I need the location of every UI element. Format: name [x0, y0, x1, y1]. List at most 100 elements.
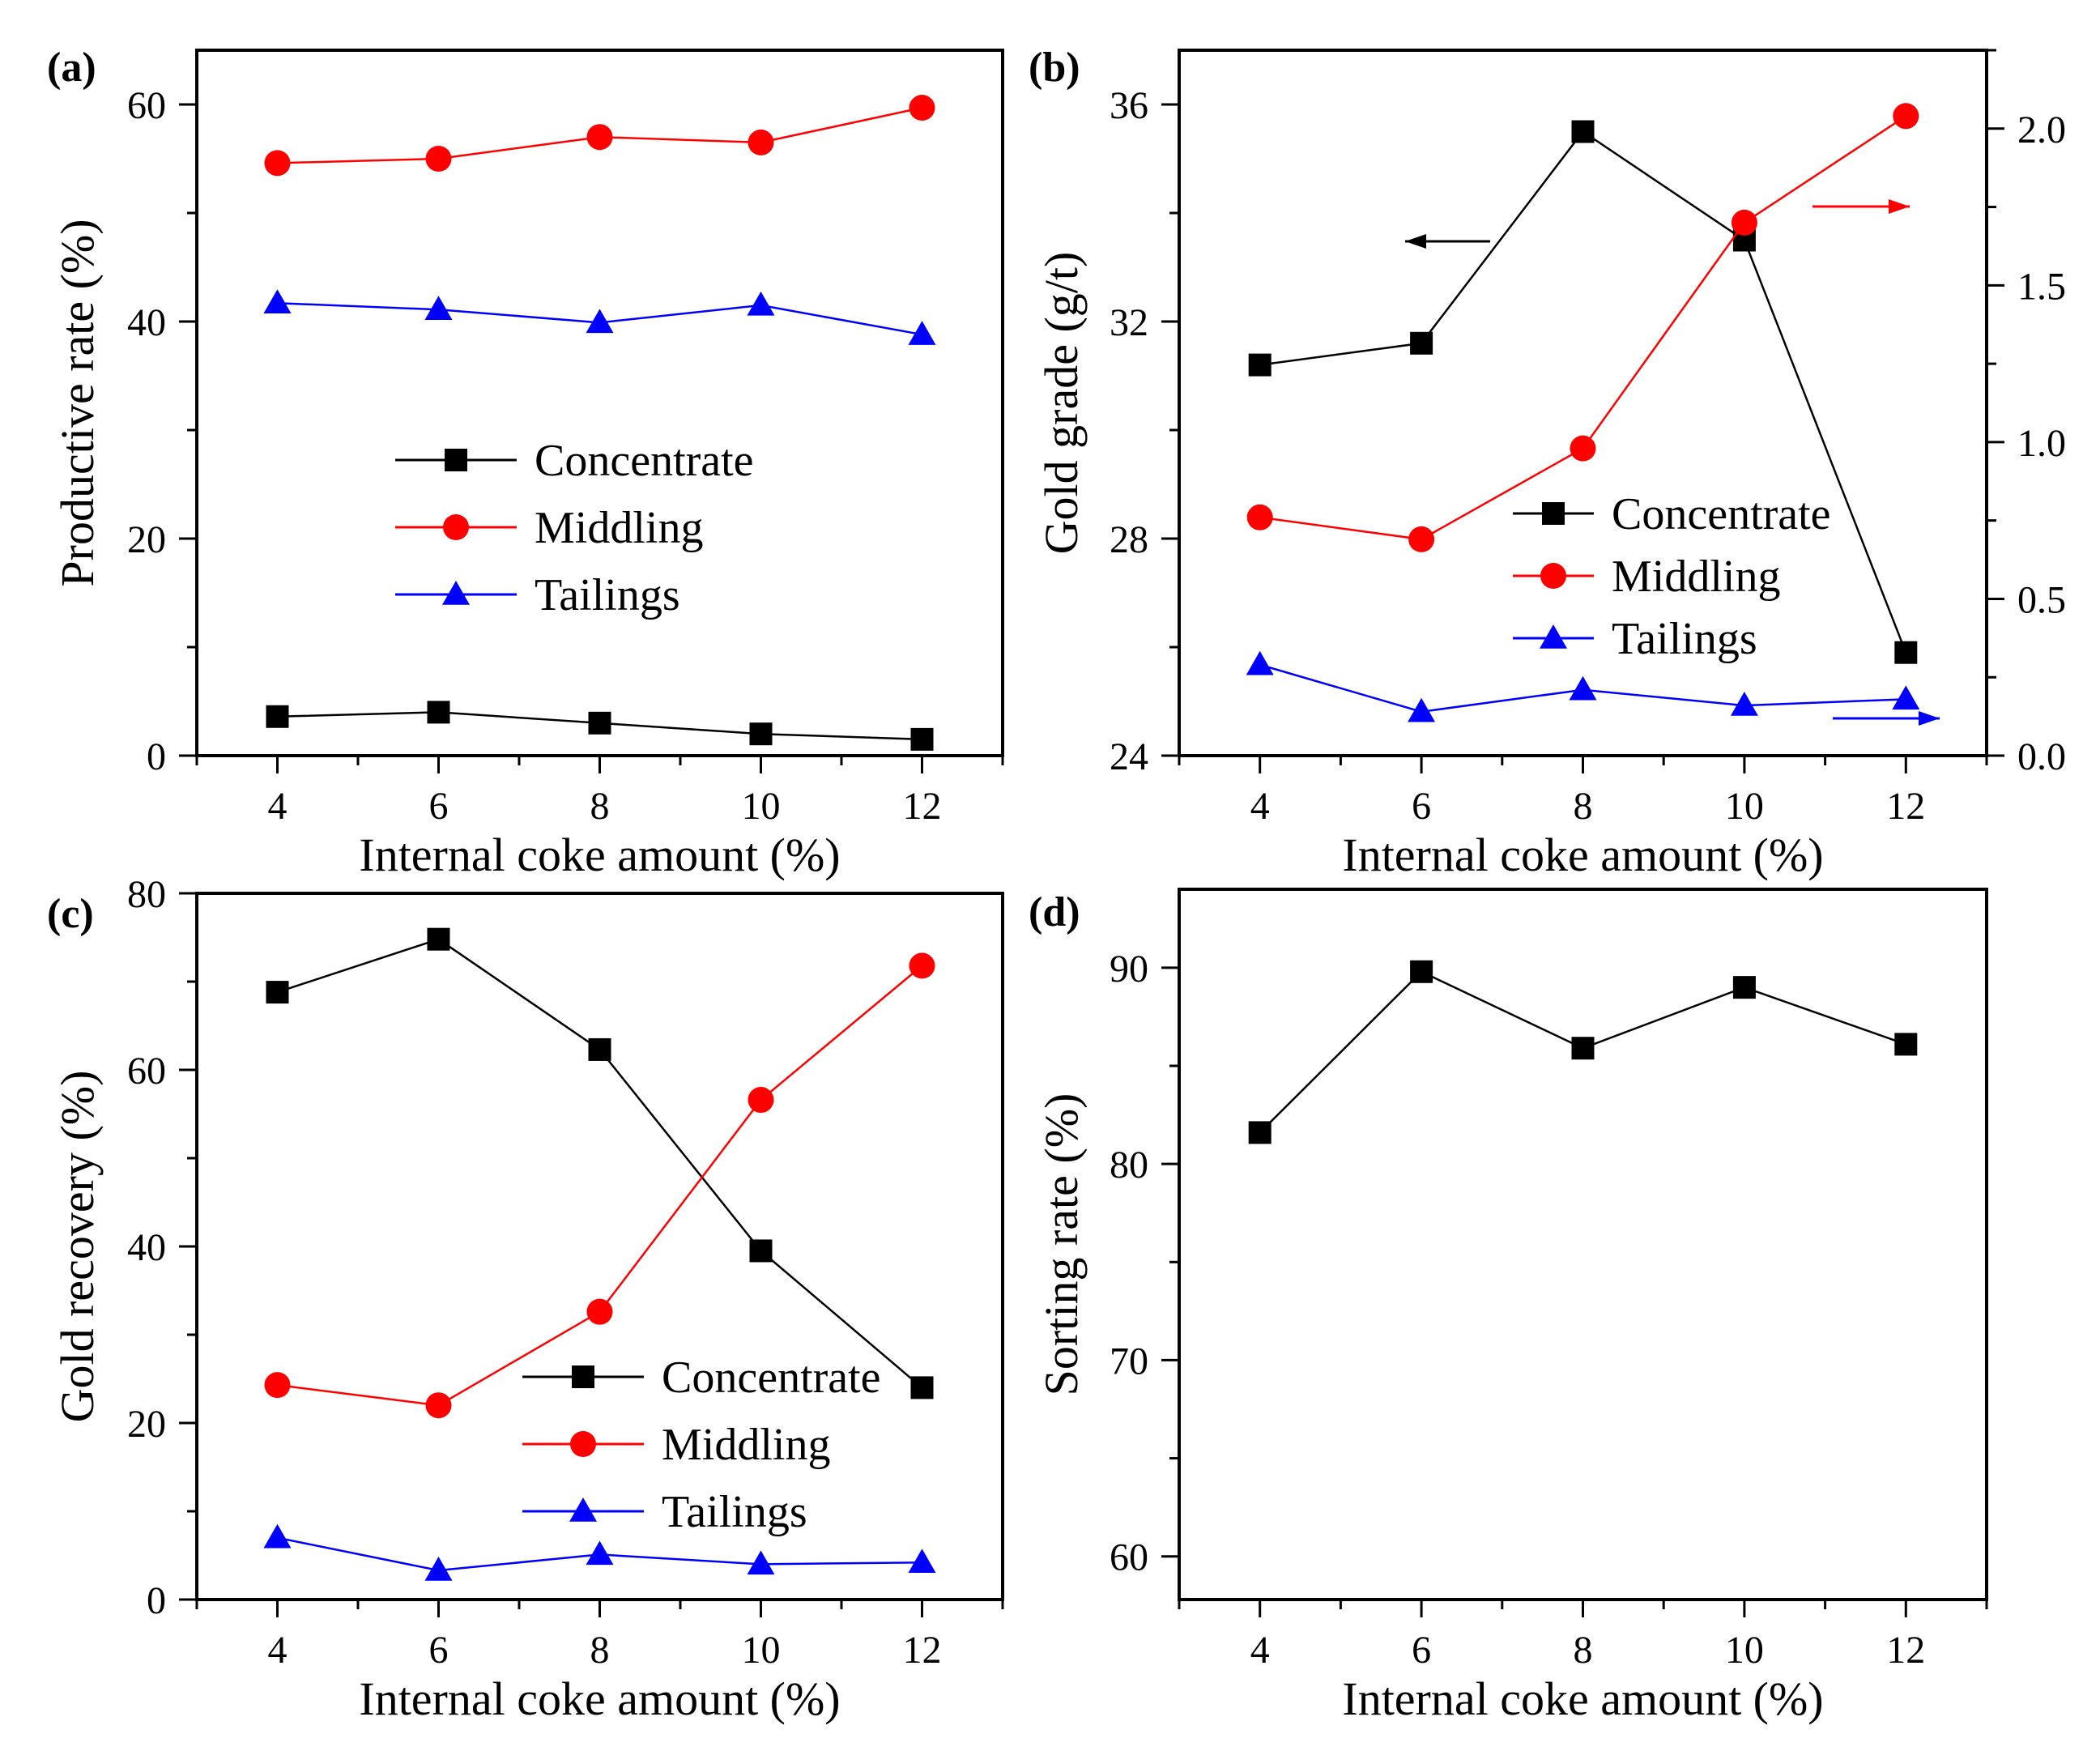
data-point-tailings — [424, 296, 453, 321]
legend-b: Concentrate Middling Tailings — [1513, 489, 1831, 664]
data-point-concentrate — [266, 981, 289, 1004]
data-point-middling — [425, 1392, 452, 1419]
legend-label: Middling — [535, 503, 703, 553]
series-a-middling — [264, 95, 935, 177]
x-tick-label-d: 12 — [1886, 1629, 1925, 1672]
legend-marker — [572, 1365, 594, 1388]
legend-item: Middling — [395, 503, 703, 553]
panel-label-b: (b) — [1029, 45, 1080, 91]
legend-item: Tailings — [395, 570, 680, 620]
series-a-tailings — [263, 289, 936, 345]
data-point-middling — [1408, 526, 1435, 552]
x-tick-label-c: 4 — [268, 1629, 288, 1672]
x-tick-label-a: 8 — [590, 785, 610, 828]
data-point-concentrate — [427, 701, 450, 724]
legend-marker — [570, 1431, 596, 1457]
legend-item: Concentrate — [1513, 489, 1831, 539]
x-tick-label-a: 4 — [268, 785, 288, 828]
legend-item: Tailings — [1513, 614, 1757, 664]
data-point-tailings — [908, 321, 936, 345]
data-point-middling — [909, 952, 935, 979]
data-point-concentrate — [266, 705, 289, 728]
y2-tick-label-b: 2.0 — [2017, 109, 2066, 151]
data-point-tailings — [1408, 697, 1436, 722]
data-point-concentrate — [588, 1037, 611, 1061]
y-tick-label-a: 60 — [127, 84, 166, 127]
y-tick-label-a: 40 — [127, 301, 166, 344]
data-point-sorting-rate — [1248, 1121, 1272, 1144]
panel-d: 4 6 8 10 12 60 70 80 90 Internal coke amount (%) S… — [1029, 888, 1988, 1725]
data-point-middling — [586, 1298, 613, 1325]
y2-tick-label-b: 1.5 — [2017, 265, 2066, 308]
y-tick-label-b: 32 — [1110, 301, 1148, 344]
legend-item: Middling — [522, 1420, 830, 1470]
legend-label: Concentrate — [1612, 489, 1831, 539]
x-tick-label-c: 12 — [903, 1629, 942, 1672]
y-tick-label-c: 80 — [127, 873, 166, 916]
plot-frame-b — [1178, 49, 1988, 757]
data-point-tailings — [424, 1557, 453, 1581]
x-tick-label-c: 8 — [590, 1629, 610, 1672]
data-point-concentrate — [588, 711, 611, 735]
series-b-middling — [1246, 103, 1919, 552]
right-axis-arrow-blue — [1833, 711, 1940, 726]
data-point-middling — [1246, 504, 1273, 530]
y2-tick-label-b: 1.0 — [2017, 422, 2066, 465]
legend-marker — [1540, 563, 1566, 589]
x-tick-label-b: 8 — [1574, 785, 1593, 828]
panel-a: 4 6 8 10 12 0 20 40 60 Internal coke amount (%) Pr… — [47, 45, 1004, 881]
y-tick-label-c: 60 — [127, 1050, 166, 1093]
data-point-middling — [264, 1372, 291, 1399]
x-tick-label-b: 6 — [1412, 785, 1431, 828]
legend-label: Concentrate — [662, 1353, 881, 1403]
x-axis-title-b: Internal coke amount (%) — [1342, 829, 1823, 881]
panel-label-d: (d) — [1029, 889, 1080, 935]
panel-label-a: (a) — [47, 45, 96, 91]
legend-marker — [1540, 624, 1567, 649]
series-a-concentrate — [266, 701, 934, 751]
data-point-middling — [1731, 209, 1757, 236]
panel-c: 4 6 8 10 12 0 20 40 60 80 Internal coke amount (%)… — [47, 873, 1004, 1725]
x-tick-label-d: 6 — [1412, 1629, 1431, 1672]
x-tick-label-d: 4 — [1250, 1629, 1270, 1672]
data-point-concentrate — [749, 1239, 773, 1263]
data-point-sorting-rate — [1571, 1037, 1595, 1060]
data-point-middling — [1570, 435, 1596, 462]
data-point-concentrate — [910, 727, 934, 751]
right-axis-arrow-red — [1812, 199, 1910, 214]
y-tick-label-d: 80 — [1110, 1144, 1148, 1187]
y-tick-label-b: 36 — [1110, 84, 1148, 127]
data-point-middling — [586, 124, 613, 151]
plot-frame-d — [1178, 888, 1988, 1601]
legend-item: Tailings — [522, 1487, 807, 1537]
x-axis-title-a: Internal coke amount (%) — [359, 829, 840, 881]
y-tick-label-d: 60 — [1110, 1536, 1148, 1579]
data-point-tailings — [747, 291, 775, 316]
x-tick-label-b: 12 — [1886, 785, 1925, 828]
left-axis-arrow-black — [1405, 234, 1490, 249]
data-point-sorting-rate — [1410, 960, 1433, 983]
data-point-tailings — [586, 309, 614, 334]
data-point-tailings — [908, 1549, 936, 1573]
data-point-middling — [264, 150, 291, 177]
series-c-concentrate — [266, 927, 934, 1400]
y-tick-label-b: 24 — [1110, 735, 1148, 778]
data-point-concentrate — [1248, 353, 1272, 377]
data-point-tailings — [1892, 685, 1920, 710]
data-point-middling — [909, 95, 935, 121]
y-axis-title-a: Productive rate (%) — [51, 219, 104, 586]
data-point-middling — [748, 1087, 774, 1114]
x-tick-label-b: 10 — [1725, 785, 1764, 828]
y-axis-title-d: Sorting rate (%) — [1035, 1093, 1088, 1396]
legend-a: Concentrate Middling Tailings — [395, 436, 754, 620]
legend-item: Middling — [1513, 552, 1780, 602]
data-point-concentrate — [1894, 641, 1918, 664]
x-tick-label-a: 10 — [742, 785, 781, 828]
legend-marker — [445, 449, 467, 471]
legend-c: Concentrate Middling Tailings — [522, 1353, 881, 1537]
data-point-tailings — [1246, 650, 1274, 675]
panel-label-c: (c) — [47, 891, 94, 937]
y-tick-label-c: 0 — [147, 1579, 166, 1622]
